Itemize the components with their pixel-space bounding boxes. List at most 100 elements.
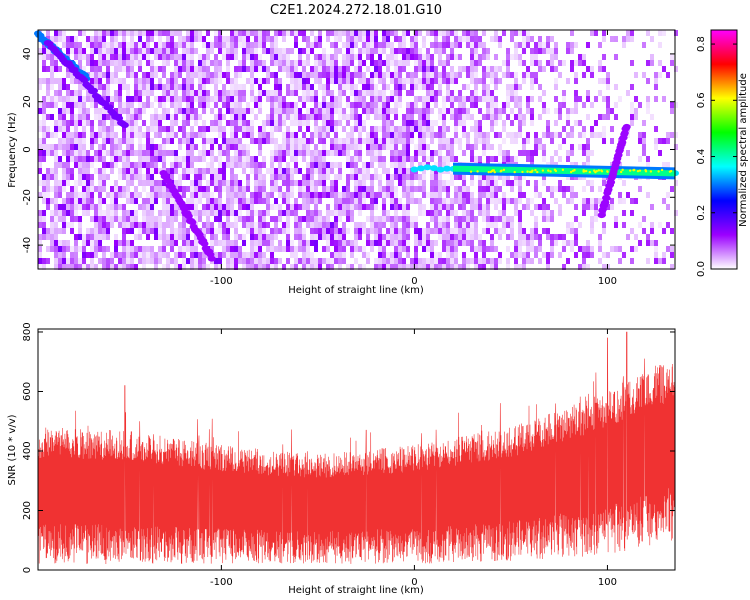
heatmap-cell [294,144,298,150]
heatmap-cell [510,54,514,60]
heatmap-cell [274,150,278,156]
heatmap-cell [186,42,190,48]
heatmap-cell [378,114,382,120]
heatmap-cell [150,186,154,192]
heatmap-cell [74,180,78,186]
heatmap-cell [78,84,82,90]
heatmap-cell [142,120,146,126]
heatmap-cell [394,126,398,132]
heatmap-cell [134,162,138,168]
heatmap-cell [534,216,538,222]
heatmap-cell [390,204,394,210]
heatmap-cell [566,120,570,126]
heatmap-cell [570,246,574,252]
heatmap-cell [66,162,70,168]
heatmap-cell [554,132,558,138]
heatmap-cell [74,210,78,216]
heatmap-cell [246,222,250,228]
heatmap-cell [570,162,574,168]
heatmap-cell [474,234,478,240]
snr-x-ticks: -100 0 100 [210,329,617,588]
heatmap-cell [206,216,210,222]
heatmap-cell [94,168,98,174]
heatmap-cell [262,132,266,138]
heatmap-cell [546,264,550,270]
heatmap-cell [458,186,462,192]
heatmap-cell [146,228,150,234]
heatmap-cell [310,42,314,48]
heatmap-cell [330,30,334,36]
heatmap-cell [206,126,210,132]
heatmap-cell [178,174,182,180]
heatmap-cell [234,192,238,198]
heatmap-cell [326,150,330,156]
heatmap-cell [430,258,434,264]
heatmap-cell [406,60,410,66]
heatmap-cell [406,120,410,126]
heatmap-cell [302,180,306,186]
heatmap-cell [242,48,246,54]
heatmap-cell [514,156,518,162]
heatmap-cell [42,66,46,72]
heatmap-cell [470,240,474,246]
heatmap-cell [202,90,206,96]
heatmap-cell [562,234,566,240]
heatmap-cell [118,150,122,156]
heatmap-cell [354,90,358,96]
heatmap-cell [242,240,246,246]
heatmap-cell [458,96,462,102]
heatmap-cell [550,60,554,66]
heatmap-cell [318,234,322,240]
heatmap-cell [218,174,222,180]
heatmap-cell [322,48,326,54]
heatmap-cell [294,162,298,168]
heatmap-cell [286,48,290,54]
heatmap-cell [390,42,394,48]
heatmap-cell [382,84,386,90]
heatmap-cell [362,96,366,102]
heatmap-cell [106,126,110,132]
heatmap-cell [90,66,94,72]
heatmap-cell [362,126,366,132]
heatmap-cell [482,54,486,60]
heatmap-cell [474,126,478,132]
heatmap-cell [390,174,394,180]
heatmap-cell [342,144,346,150]
heatmap-cell [166,48,170,54]
heatmap-cell [578,132,582,138]
heatmap-cell [294,120,298,126]
heatmap-cell [334,144,338,150]
heatmap-cell [362,174,366,180]
heatmap-cell [662,66,666,72]
heatmap-cell [358,180,362,186]
heatmap-cell [162,144,166,150]
heatmap-cell [118,258,122,264]
heatmap-cell [666,138,670,144]
heatmap-cell [130,120,134,126]
heatmap-cell [178,252,182,258]
heatmap-cell [378,108,382,114]
heatmap-cell [118,240,122,246]
heatmap-cell [338,48,342,54]
heatmap-cell [474,252,478,258]
heatmap-cell [122,192,126,198]
heatmap-cell [46,198,50,204]
heatmap-cell [154,66,158,72]
heatmap-cell [450,150,454,156]
heatmap-cell [230,258,234,264]
heatmap-cell [226,258,230,264]
heatmap-cell [490,144,494,150]
heatmap-cell [594,204,598,210]
heatmap-cell [110,36,114,42]
heatmap-cell [198,186,202,192]
heatmap-cell [214,120,218,126]
heatmap-cell [306,168,310,174]
heatmap-cell [394,150,398,156]
heatmap-cell [194,120,198,126]
heatmap-cell [98,108,102,114]
heatmap-cell [570,126,574,132]
heatmap-cell [362,30,366,36]
heatmap-cell [670,246,674,252]
heatmap-cell [398,132,402,138]
heatmap-cell [234,84,238,90]
